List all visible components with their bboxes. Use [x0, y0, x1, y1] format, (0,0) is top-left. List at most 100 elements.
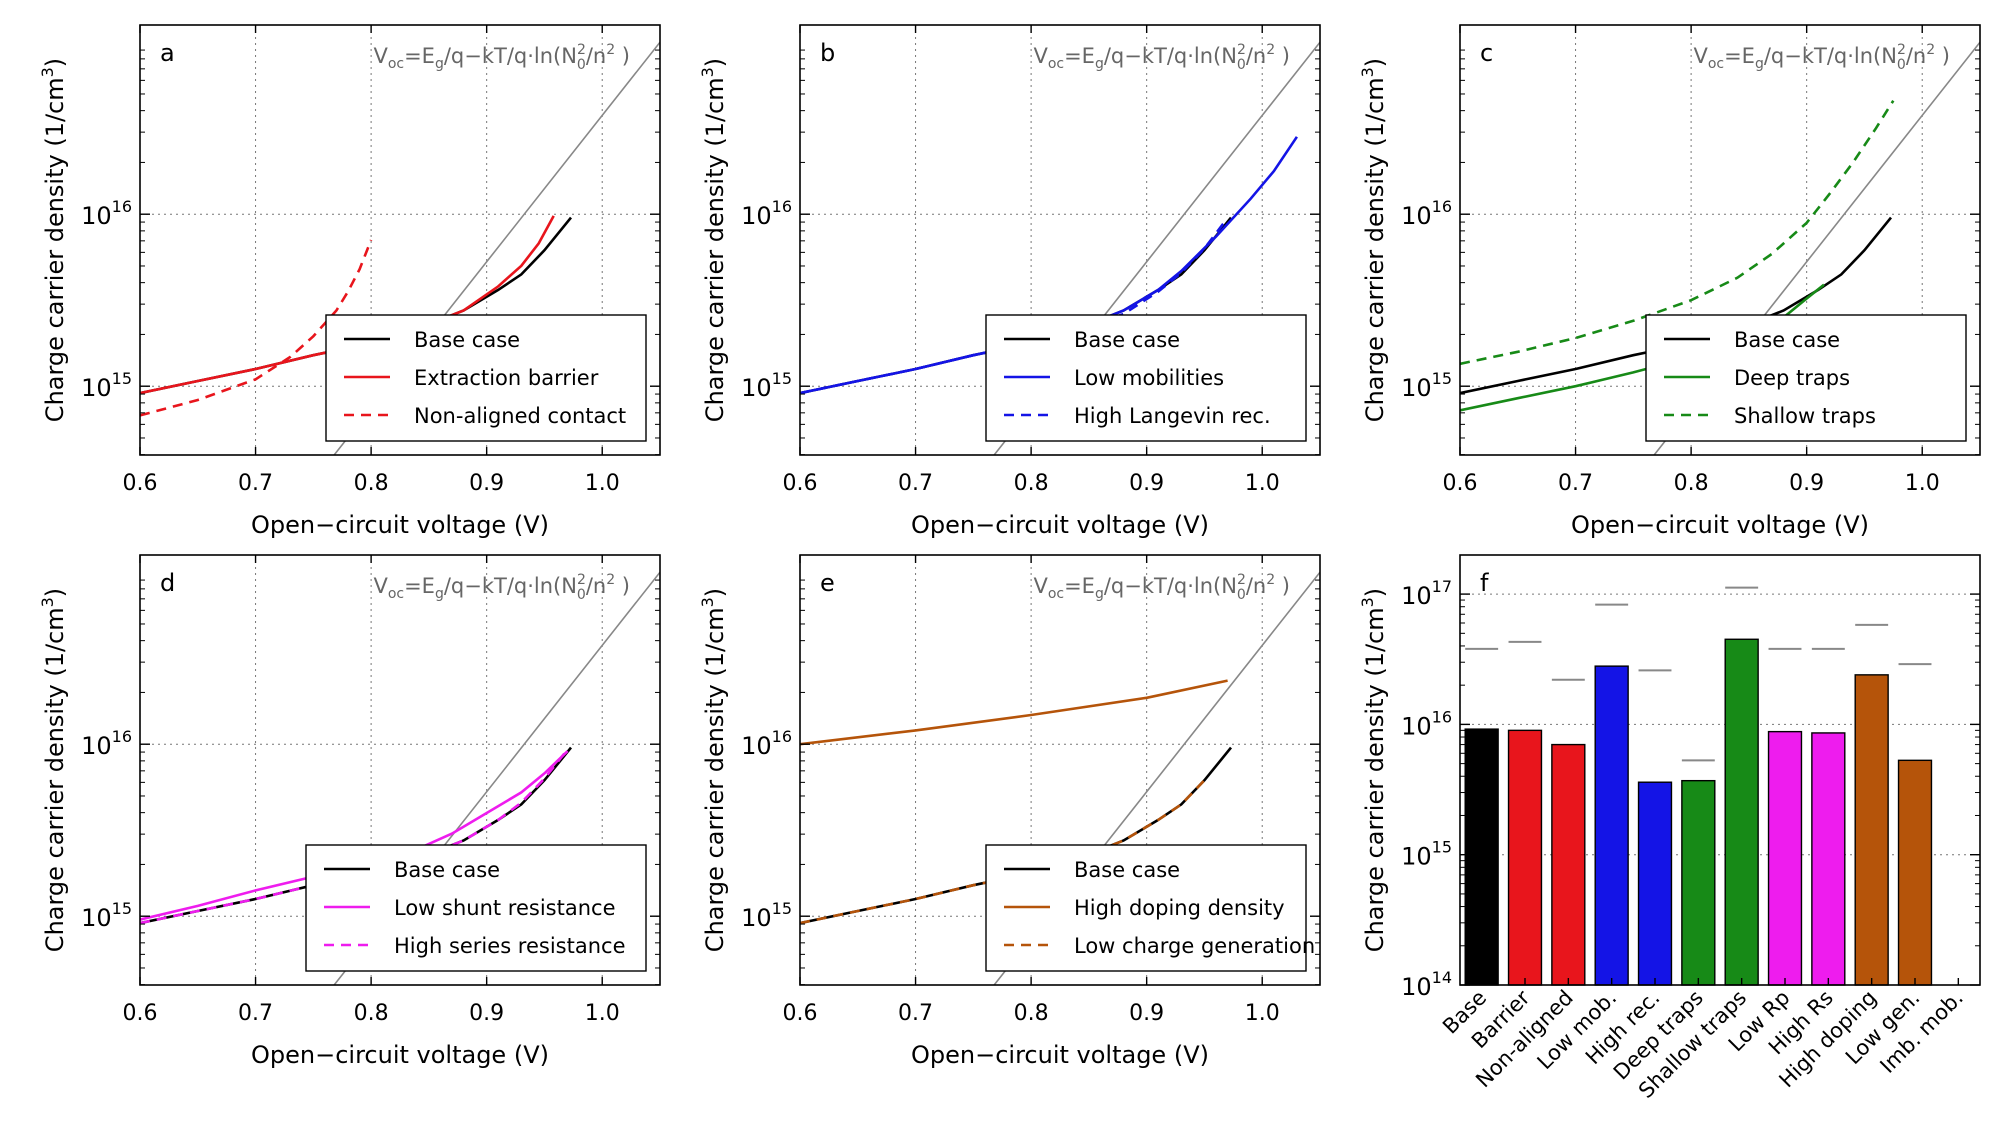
x-tick-label: 0.7: [238, 1001, 273, 1026]
x-tick-label: 0.8: [1014, 471, 1049, 496]
x-tick-label: 0.6: [1443, 471, 1478, 496]
x-tick-label: 1.0: [1905, 471, 1940, 496]
legend: Base case Deep traps Shallow traps: [1645, 314, 1967, 442]
x-tick-label: 0.8: [354, 471, 389, 496]
x-tick-label: 0.7: [898, 1001, 933, 1026]
legend-label: Low charge generation: [1074, 934, 1315, 958]
formula-label: Voc=Eg/q−kT/q·ln(N2 0/n2 ): [1033, 42, 1290, 73]
panel-c: 0.6 0.7 0.8 0.9 1.0 1015 1016 c Voc=Eg/q−kT/q·ln…: [1358, 24, 1981, 539]
y-tick-label: 1015: [1401, 838, 1452, 871]
y-tick-label: 1017: [1401, 577, 1452, 610]
axes-frame: [1459, 24, 1981, 456]
legend-label: Base case: [1074, 858, 1180, 882]
panel-b: 0.6 0.7 0.8 0.9 1.0 1015 1016 b Voc=Eg/q−kT/q·ln…: [698, 24, 1321, 539]
x-tick-label: 0.6: [783, 1001, 818, 1026]
x-tick-label: 0.9: [1129, 471, 1164, 496]
legend: Base case Low shunt resistance High series…: [305, 844, 647, 972]
x-axis-label: Open−circuit voltage (V): [1571, 511, 1869, 539]
bar-shallow-traps: [1724, 638, 1759, 986]
x-tick-label: 0.6: [123, 1001, 158, 1026]
legend-label: Extraction barrier: [414, 366, 599, 390]
panel-letter: b: [820, 39, 835, 67]
legend: Base case High doping density Low charge g…: [985, 844, 1315, 972]
y-axis-label: Charge carrier density (1/cm3): [698, 588, 729, 952]
axes-frame: [139, 24, 661, 456]
legend-label: Low mobilities: [1074, 366, 1224, 390]
y-tick-label: 1016: [1401, 197, 1452, 230]
bar-high-rec: [1637, 781, 1673, 986]
panel-d: 0.6 0.7 0.8 0.9 1.0 1015 1016 d Voc=Eg/q−kT/q·ln…: [38, 554, 661, 1069]
x-tick-label: 0.8: [354, 1001, 389, 1026]
legend: Base case Extraction barrier Non-aligned c…: [325, 314, 647, 442]
y-tick-label: 1016: [81, 197, 132, 230]
legend-label: Shallow traps: [1734, 404, 1876, 428]
x-tick-label: 0.7: [238, 471, 273, 496]
formula-label: Voc=Eg/q−kT/q·ln(N2 0/n2 ): [373, 572, 630, 603]
bar-non-aligned: [1551, 743, 1586, 986]
x-tick-label: 0.6: [783, 471, 818, 496]
y-tick-label: 1015: [741, 369, 792, 402]
legend-label: Non-aligned contact: [414, 404, 626, 428]
panel-e: 0.6 0.7 0.8 0.9 1.0 1015 1016 e Voc=Eg/q−kT/q·ln…: [698, 554, 1321, 1069]
x-tick-label: 1.0: [585, 471, 620, 496]
legend-label: Base case: [1074, 328, 1180, 352]
panel-letter: e: [820, 569, 835, 597]
x-tick-label: 0.6: [123, 471, 158, 496]
axes-frame: [799, 24, 1321, 456]
series-line-shallow-traps: [1460, 100, 1895, 366]
x-tick-label: 0.9: [469, 471, 504, 496]
y-axis-label: Charge carrier density (1/cm3): [38, 588, 69, 952]
legend: Base case Low mobilities High Langevin rec…: [985, 314, 1307, 442]
panel-a: 0.6 0.7 0.8 0.9 1.0 1015 1016 a Voc=Eg/q−kT/q·ln…: [38, 24, 661, 539]
y-axis-label: Charge carrier density (1/cm3): [1358, 58, 1389, 422]
bar-low-rp: [1767, 730, 1803, 986]
y-axis-label: Charge carrier density (1/cm3): [1358, 588, 1389, 952]
y-tick-label: 1015: [81, 899, 132, 932]
formula-label: Voc=Eg/q−kT/q·ln(N2 0/n2 ): [373, 42, 630, 73]
series-line-low-mobilities: [800, 136, 1298, 395]
panel-letter: f: [1480, 569, 1489, 597]
legend-label: Deep traps: [1734, 366, 1850, 390]
legend-label: High series resistance: [394, 934, 626, 958]
x-tick-label: 0.9: [1129, 1001, 1164, 1026]
formula-label: Voc=Eg/q−kT/q·ln(N2 0/n2 ): [1033, 572, 1290, 603]
y-tick-label: 1016: [1401, 707, 1452, 740]
series-line-non-aligned-contact: [140, 239, 373, 417]
panel-letter: d: [160, 569, 175, 597]
bar-base: [1464, 728, 1499, 986]
x-tick-label: 0.8: [1014, 1001, 1049, 1026]
bar-high-doping: [1854, 674, 1889, 986]
bar-barrier: [1507, 729, 1543, 986]
y-tick-label: 1015: [741, 899, 792, 932]
legend-label: High Langevin rec.: [1074, 404, 1271, 428]
y-tick-label: 1016: [741, 197, 792, 230]
x-tick-label: 1.0: [585, 1001, 620, 1026]
y-tick-label: 1014: [1401, 968, 1452, 1001]
legend-label: High doping density: [1074, 896, 1285, 920]
legend-label: Base case: [394, 858, 500, 882]
y-tick-label: 1016: [741, 727, 792, 760]
bar-low-gen: [1897, 759, 1933, 986]
x-axis-label: Open−circuit voltage (V): [911, 511, 1209, 539]
series-line-low-charge-generation: [800, 779, 1206, 925]
axes-frame: [1459, 554, 1981, 986]
y-axis-label: Charge carrier density (1/cm3): [38, 58, 69, 422]
x-axis-label: Open−circuit voltage (V): [251, 1041, 549, 1069]
legend-label: Base case: [1734, 328, 1840, 352]
x-axis-label: Open−circuit voltage (V): [251, 511, 549, 539]
series-line-high-doping-density: [800, 679, 1228, 746]
bar-low-mob: [1594, 665, 1629, 986]
formula-label: Voc=Eg/q−kT/q·ln(N2 0/n2 ): [1693, 42, 1950, 73]
x-tick-label: 1.0: [1245, 471, 1280, 496]
y-axis-label: Charge carrier density (1/cm3): [698, 58, 729, 422]
y-tick-label: 1015: [81, 369, 132, 402]
axes-frame: [139, 554, 661, 986]
x-tick-label: 0.8: [1674, 471, 1709, 496]
panel-letter: c: [1480, 39, 1493, 67]
panel-letter: a: [160, 39, 175, 67]
x-axis-label: Open−circuit voltage (V): [911, 1041, 1209, 1069]
y-tick-label: 1016: [81, 727, 132, 760]
x-tick-label: 0.7: [898, 471, 933, 496]
x-tick-label: 0.7: [1558, 471, 1593, 496]
